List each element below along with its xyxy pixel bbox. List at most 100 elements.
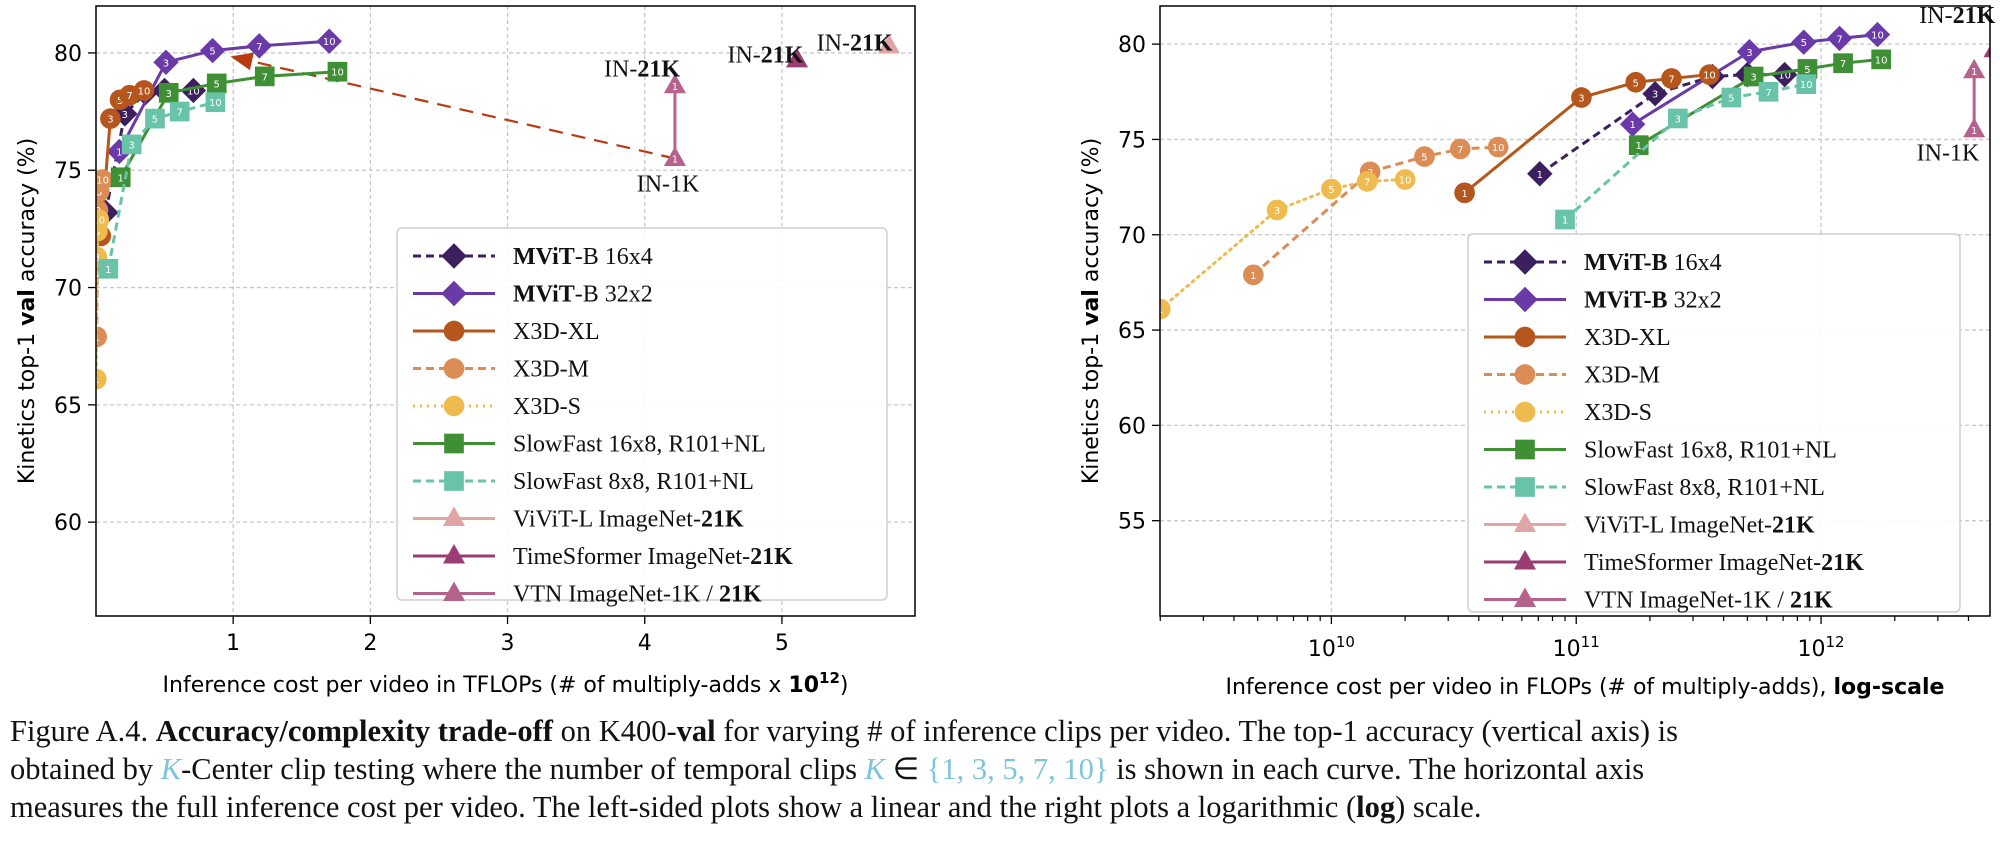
legend-marker-vtn [442,581,466,601]
text-part: IN-1K [1917,140,1980,166]
data-point-label: 1 [1971,126,1977,137]
data-point-x3dxl [100,108,121,129]
legend-box [1467,233,1961,613]
x-axis-label: Inference cost per video in FLOPs (# of … [1226,675,1945,700]
legend-entry-mvit16: MViT-B 16x4 [513,244,653,270]
data-point-label: 1 [672,155,678,166]
data-point-label: 5 [1801,38,1807,49]
data-point-label: 7 [1668,74,1674,85]
data-point-x3ds [1394,169,1416,190]
text-part: Kinetics top-1 [15,326,40,484]
data-point-x3ds [96,368,107,390]
legend-marker-mvit16 [441,243,467,269]
text-part: X3D-S [1584,400,1652,426]
caption-math-k: K [864,752,885,786]
y-tick-label: 60 [1118,414,1146,439]
data-point-label: 5 [209,47,215,58]
data-point-label: 3 [1746,48,1752,59]
data-point-label: 3 [107,115,113,126]
data-point-x3dm [96,326,107,348]
data-point-label: 1 [1250,271,1256,282]
data-point-sf8 [1721,87,1742,108]
legend-marker-mvit16 [1512,249,1538,275]
data-point-sf8 [145,108,165,129]
text-part: 21K [701,507,744,533]
data-point-vtn [1963,58,1986,79]
text-part: SlowFast 16x8, R101+NL [513,432,766,458]
x-axis-label: Inference cost per video in TFLOPs (# of… [163,669,849,698]
series-line-sf8 [1564,82,1807,221]
caption-math-in: ∈ [884,752,927,786]
text-part: IN- [817,31,850,57]
legend-entry-x3dxl: X3D-XL [513,319,600,345]
text-part: VTN ImageNet-1K / [1584,588,1790,614]
text-part: val [1079,289,1104,326]
text-part: 21K [1772,513,1815,539]
legend-marker-timesformer [442,544,466,564]
text-part: val [15,289,40,326]
text-part: X3D-S [513,394,581,420]
x-tick-label: 1 [226,631,240,656]
data-point-label: 7 [1765,88,1771,99]
legend-entry-mvit32: MViT-B 32x2 [1584,288,1722,314]
legend-box [396,227,888,601]
data-point-x3dxl [1699,64,1720,85]
text-part: 5 [775,631,789,656]
data-point-label: 5 [214,79,220,90]
data-point-label: 7 [176,108,182,119]
transfer-arrowhead [230,52,254,71]
data-point-label: 5 [1421,153,1427,164]
text-part: 80 [54,42,82,67]
text-part: Kinetics top-1 [1079,326,1104,484]
legend-marker-timesformer [1513,550,1537,570]
data-point-label: 5 [1328,185,1334,196]
x-tick-label: 1012 [1798,633,1845,662]
annotation-label: IN-21K [1919,3,1995,29]
series-mvit32: 1 3 5 7 10 [1619,21,1891,137]
data-point-label: 10 [1778,71,1791,82]
caption-math-set: {1, 3, 5, 7, 10} [926,752,1109,786]
data-point-label: 10 [1871,31,1884,42]
x-tick-label: 1011 [1553,633,1600,662]
y-axis-label: Kinetics top-1 val accuracy (%) [15,138,40,484]
legend-entry-vtn: VTN ImageNet-1K / 21K [513,582,762,608]
text-part: IN- [1919,3,1952,29]
data-point-sf8 [98,258,119,279]
data-point-label: 1 [1562,216,1568,227]
data-point-label: 10 [209,98,222,109]
text-part: SlowFast 8x8, R101+NL [513,469,754,495]
data-point-x3dxl [1661,68,1682,89]
legend-marker-x3ds [443,395,465,417]
series-timesformer [785,47,809,68]
legend-entry-x3dm: X3D-M [1584,363,1660,389]
legend-marker-mvit32 [1512,286,1538,313]
data-point-label: 1 [116,147,122,158]
data-point-x3ds [1160,298,1171,320]
legend-entry-sf16: SlowFast 16x8, R101+NL [1584,438,1837,464]
data-point-mvit32 [1736,39,1763,65]
data-point-label: 1 [93,333,99,344]
text-part: 70 [54,277,82,302]
annotation-label: IN-21K [727,42,803,68]
legend-entry-vivit: ViViT-L ImageNet-21K [513,507,744,533]
data-point-x3dm [1243,264,1264,286]
data-point-x3dm [96,169,113,190]
text-part: 4 [638,631,652,656]
y-axis-label: Kinetics top-1 val accuracy (%) [1079,138,1104,484]
data-point-label: 1 [1537,170,1543,181]
text-part: 21K [719,582,762,608]
data-point-mvit32 [153,49,179,76]
data-point-label: 1 [118,173,124,184]
text-part: IN-1K [637,171,700,197]
text-part: 21K [1953,3,1996,29]
data-point-vtn [1963,117,1986,138]
data-point-vtn [663,73,686,94]
series-mvit16: 1 3 5 7 10 [1527,61,1798,187]
caption-bold: Accuracy/complexity trade-off [155,714,553,748]
data-point-mvit16 [1642,80,1668,107]
data-point-label: 3 [166,89,172,100]
data-point-x3ds [1266,199,1288,221]
data-point-vivit [1997,26,2000,45]
